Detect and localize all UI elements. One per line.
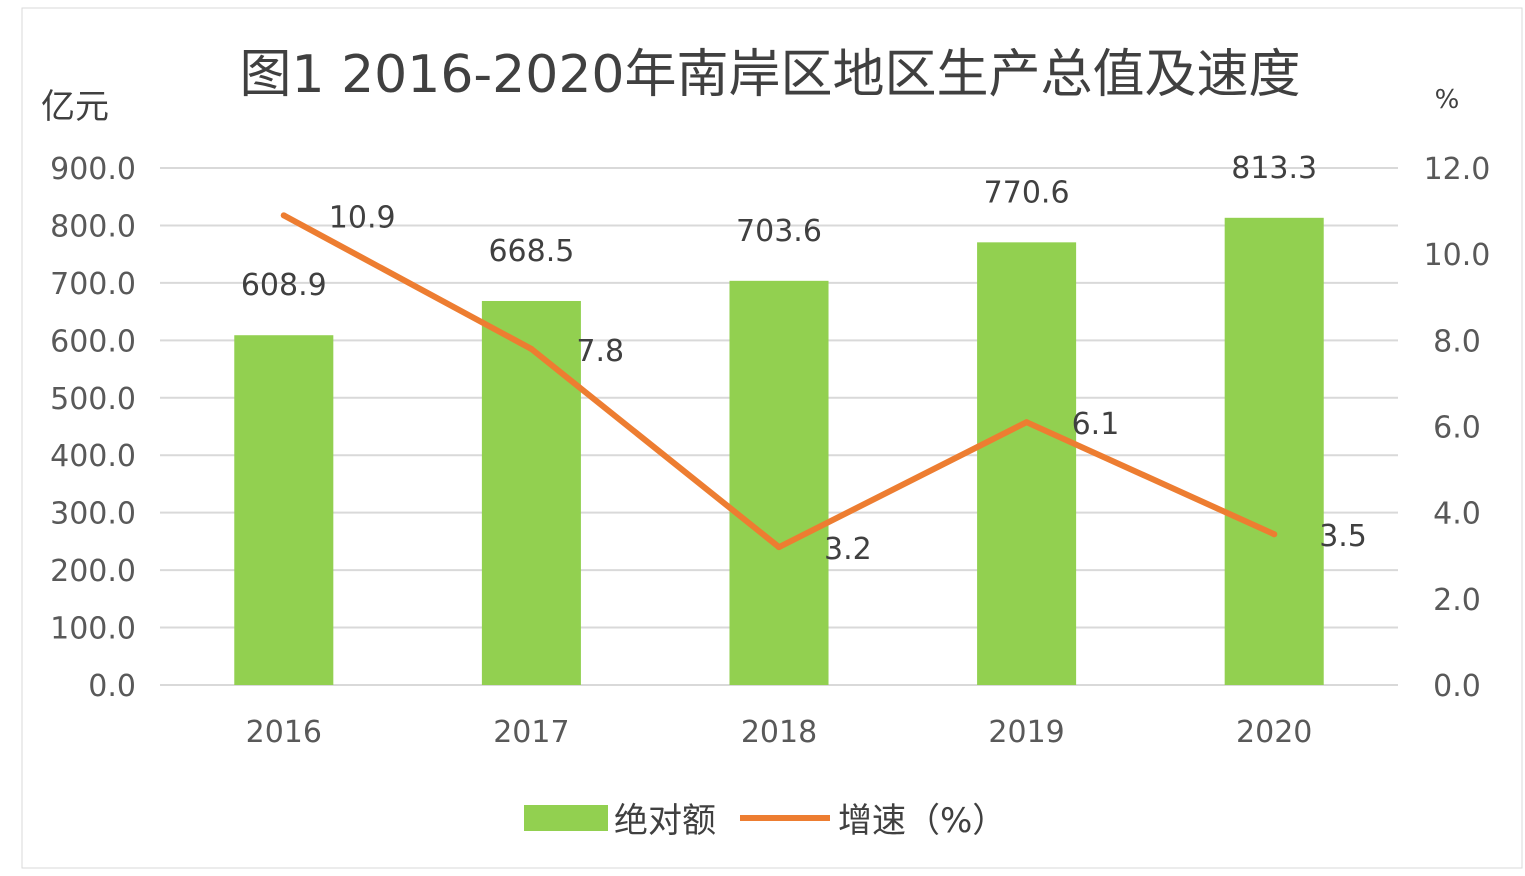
- legend-line-label: 增速（%）: [838, 801, 1006, 841]
- right-tick-label: 6.0: [1433, 411, 1481, 446]
- line-point: [1023, 419, 1030, 426]
- right-tick-label: 0.0: [1433, 669, 1481, 704]
- left-axis-ticks: 0.0 100.0 200.0 300.0 400.0 500.0 600.0 700.0 80…: [50, 152, 136, 704]
- right-tick-label: 4.0: [1433, 497, 1481, 532]
- bar-data-labels: 608.9 668.5 703.6 770.6 813.3: [241, 151, 1317, 303]
- legend-bar-label: 绝对额: [614, 801, 716, 841]
- left-tick-label: 0.0: [88, 669, 136, 704]
- line-value-label: 10.9: [329, 200, 396, 235]
- x-axis-label: 2018: [741, 715, 817, 750]
- legend: 绝对额 增速（%）: [524, 801, 1006, 841]
- bar-value-label: 608.9: [241, 268, 327, 303]
- left-tick-label: 200.0: [50, 554, 136, 589]
- left-tick-label: 900.0: [50, 152, 136, 187]
- left-tick-label: 800.0: [50, 209, 136, 244]
- right-tick-label: 2.0: [1433, 583, 1481, 618]
- line-value-label: 3.2: [824, 532, 872, 567]
- bar-value-label: 770.6: [984, 175, 1070, 210]
- left-axis-unit-label: 亿元: [41, 87, 109, 127]
- line-point: [776, 544, 782, 551]
- x-axis-label: 2016: [246, 715, 322, 750]
- line-point: [280, 212, 287, 219]
- left-tick-label: 100.0: [50, 612, 136, 647]
- right-tick-label: 12.0: [1424, 152, 1491, 187]
- left-tick-label: 700.0: [50, 267, 136, 302]
- left-tick-label: 600.0: [50, 324, 136, 359]
- chart-title: 图1 2016-2020年南岸区地区生产总值及速度: [239, 45, 1300, 105]
- bar: [234, 335, 334, 685]
- x-axis-label: 2020: [1236, 715, 1312, 750]
- right-axis-unit-label: %: [1435, 85, 1460, 115]
- x-axis-label: 2017: [493, 715, 569, 750]
- line-point: [1271, 531, 1278, 538]
- line-point: [528, 345, 535, 352]
- x-axis-label: 2019: [988, 715, 1064, 750]
- right-tick-label: 8.0: [1433, 324, 1481, 359]
- left-tick-label: 400.0: [50, 439, 136, 474]
- gridlines: [160, 167, 1398, 686]
- bar-value-label: 668.5: [488, 234, 574, 269]
- bar: [1224, 217, 1324, 686]
- bar-value-label: 813.3: [1231, 151, 1317, 186]
- line-value-label: 6.1: [1072, 407, 1120, 442]
- line-data-labels: 10.9 7.8 3.2 6.1 3.5: [329, 200, 1367, 567]
- left-tick-label: 300.0: [50, 497, 136, 532]
- bar-series: [234, 217, 1324, 686]
- bar: [729, 280, 829, 685]
- x-axis-labels: 2016 2017 2018 2019 2020: [246, 715, 1313, 750]
- left-tick-label: 500.0: [50, 382, 136, 417]
- bar: [481, 300, 581, 685]
- line-series: [280, 212, 1278, 551]
- right-tick-label: 10.0: [1424, 238, 1491, 273]
- line-value-label: 3.5: [1319, 519, 1367, 554]
- bar-value-label: 703.6: [736, 214, 822, 249]
- legend-bar-swatch: [524, 805, 608, 831]
- right-axis-ticks: 0.0 2.0 4.0 6.0 8.0 10.0 12.0: [1424, 152, 1491, 704]
- line-value-label: 7.8: [576, 334, 624, 369]
- bar: [977, 242, 1077, 685]
